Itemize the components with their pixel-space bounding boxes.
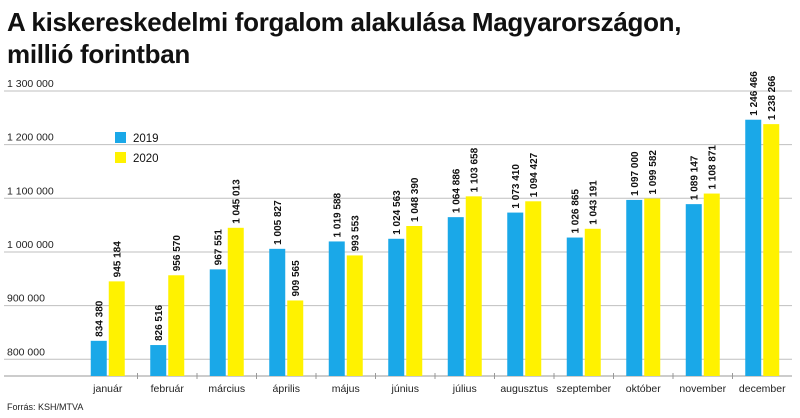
bar-2019-december (745, 119, 762, 376)
value-label: 1 019 588 (333, 193, 344, 238)
y-tick-label: 1 100 000 (7, 185, 54, 197)
bar-2019-május (328, 241, 345, 376)
value-label: 1 108 871 (708, 145, 719, 190)
category-label: április (273, 383, 300, 395)
value-label: 1 048 390 (410, 177, 421, 222)
value-label: 1 238 266 (767, 75, 778, 120)
category-label: augusztus (500, 383, 548, 395)
bar-2019-január (90, 340, 107, 376)
value-label: 945 184 (113, 241, 124, 278)
value-label: 1 103 658 (470, 147, 481, 192)
y-tick-label: 800 000 (7, 346, 45, 358)
category-label: december (739, 383, 786, 395)
value-label: 909 565 (291, 260, 302, 297)
category-label: október (626, 383, 662, 395)
bar-2020-február (168, 275, 185, 376)
value-label: 967 551 (214, 229, 225, 266)
value-label: 1 246 466 (749, 71, 760, 116)
category-label: január (92, 383, 123, 395)
value-label: 1 045 013 (232, 179, 243, 224)
value-label: 1 024 563 (392, 190, 403, 235)
chart-title: A kiskereskedelmi forgalom alakulása Mag… (7, 6, 797, 70)
legend-label-2020: 2020 (133, 153, 159, 165)
bar-2020-szeptember (584, 228, 601, 376)
bar-2019-július (447, 217, 464, 376)
category-label: szeptember (556, 383, 611, 395)
category-label: március (208, 383, 245, 395)
value-label: 1 073 410 (511, 164, 522, 209)
bar-2020-október (644, 198, 661, 376)
bar-2019-október (626, 199, 643, 376)
bar-2020-május (346, 255, 363, 376)
category-label: június (391, 383, 419, 395)
bar-2020-december (763, 124, 780, 376)
bar-2020-április (287, 300, 304, 376)
y-tick-label: 1 200 000 (7, 132, 54, 144)
legend-label-2019: 2019 (133, 133, 159, 145)
value-label: 1 099 582 (648, 150, 659, 195)
bar-2019-szeptember (566, 237, 583, 376)
source-note: Forrás: KSH/MTVA (7, 402, 84, 412)
y-tick-label: 1 000 000 (7, 239, 54, 251)
bar-2020-július (465, 196, 482, 376)
value-label: 993 553 (351, 215, 362, 252)
bar-2020-január (108, 281, 125, 376)
bar-2019-június (388, 238, 405, 376)
value-label: 956 570 (172, 235, 183, 272)
legend-swatch-2019 (115, 132, 126, 143)
bar-2019-március (209, 269, 226, 376)
bar-2020-november (703, 193, 720, 376)
bar-2019-augusztus (507, 212, 524, 376)
value-label: 1 026 865 (571, 189, 582, 234)
value-label: 1 089 147 (690, 155, 701, 200)
chart-title-line2: millió forintban (7, 39, 190, 69)
y-tick-label: 900 000 (7, 293, 45, 305)
category-label: július (452, 383, 477, 395)
category-label: február (151, 383, 185, 395)
value-label: 826 516 (154, 304, 165, 341)
value-label: 1 005 827 (273, 200, 284, 245)
category-label: május (332, 383, 360, 395)
value-label: 834 380 (95, 300, 106, 337)
bar-2019-november (685, 204, 702, 376)
y-tick-label: 1 300 000 (7, 78, 54, 90)
value-label: 1 097 000 (630, 151, 641, 196)
chart-title-line1: A kiskereskedelmi forgalom alakulása Mag… (7, 7, 682, 37)
bar-2020-március (227, 227, 244, 376)
bar-2020-augusztus (525, 201, 542, 376)
bar-2019-február (150, 345, 167, 376)
bar-2019-április (269, 248, 286, 376)
legend-swatch-2020 (115, 152, 126, 163)
value-label: 1 094 427 (529, 152, 540, 197)
category-label: november (679, 383, 726, 395)
value-label: 1 043 191 (589, 180, 600, 225)
value-label: 1 064 886 (452, 168, 463, 213)
bar-2020-június (406, 225, 423, 376)
